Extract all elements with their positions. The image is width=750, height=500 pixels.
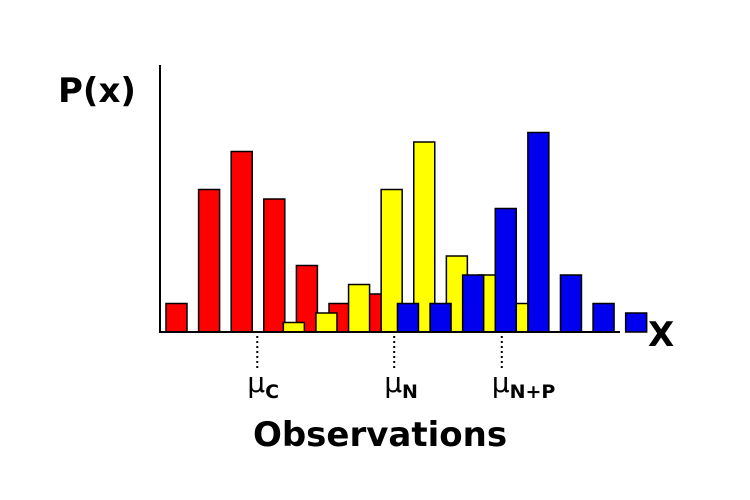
bar-series-2-point-7	[624, 312, 648, 333]
chart-caption: Observations	[253, 415, 507, 455]
bars-layer	[165, 131, 648, 333]
bar-series-0-point-0	[165, 302, 188, 333]
bar-series-2-point-5	[559, 274, 583, 333]
bar-series-0-point-2	[230, 150, 253, 333]
bar-series-2-point-1	[429, 302, 452, 333]
bar-series-1-point-0	[282, 321, 306, 333]
mean-marker-label-2: μN+P	[492, 366, 556, 403]
x-axis-label: X	[648, 315, 674, 355]
bar-series-2-point-2	[461, 274, 485, 333]
bar-series-2-point-3	[494, 207, 518, 333]
bar-series-2-point-0	[396, 302, 420, 333]
bar-series-2-point-4	[527, 131, 550, 333]
mean-markers: μC μN μN+P	[247, 336, 555, 403]
bar-series-2-point-6	[592, 302, 615, 333]
bar-series-1-point-2	[347, 283, 371, 333]
y-axis-label: P(x)	[58, 71, 136, 111]
bar-series-0-point-3	[263, 198, 286, 333]
bar-series-0-point-1	[197, 188, 221, 333]
mean-marker-label-1: μN	[384, 366, 418, 403]
mean-marker-label-0: μC	[247, 366, 279, 403]
bar-series-1-point-1	[315, 312, 338, 333]
